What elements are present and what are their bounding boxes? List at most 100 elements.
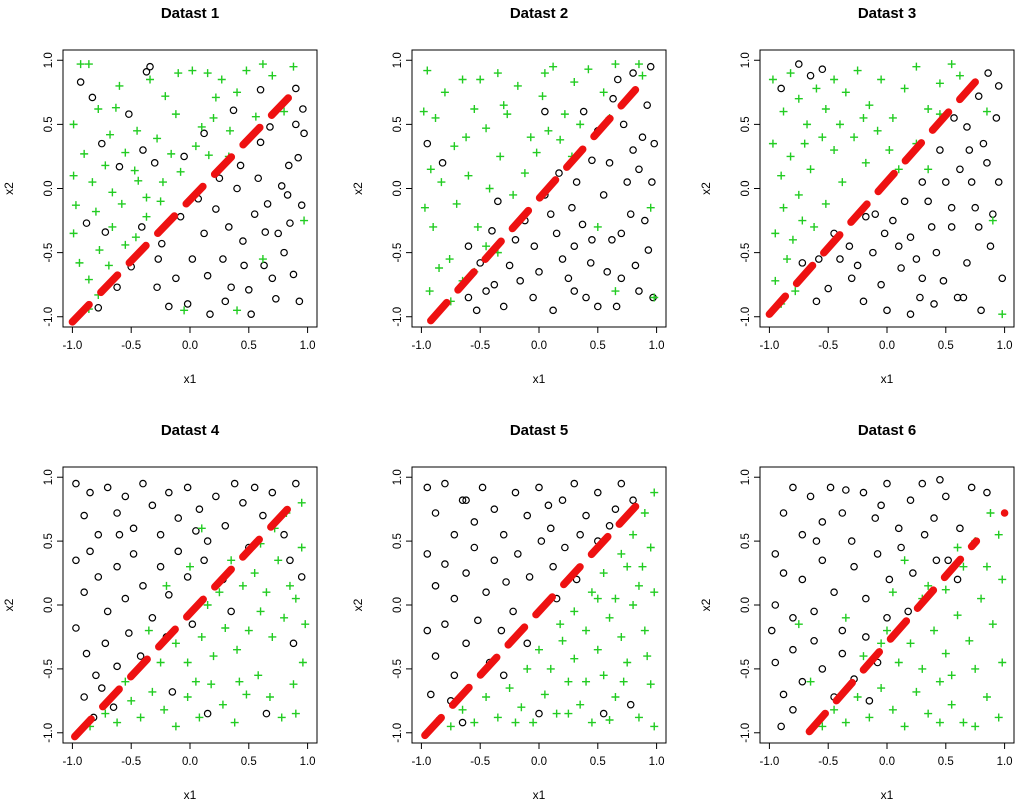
data-point-plus	[238, 581, 247, 590]
y-tick-label: 1.0	[392, 469, 404, 485]
data-point-circle	[101, 639, 110, 648]
data-point-plus	[136, 713, 145, 722]
data-point-circle	[998, 274, 1007, 283]
data-point-plus	[953, 543, 962, 552]
y-tick-label: -0.5	[43, 243, 55, 263]
data-point-plus	[877, 75, 886, 84]
data-point-circle	[650, 139, 659, 148]
data-point-plus	[599, 569, 608, 578]
data-point-plus	[113, 718, 122, 727]
data-point-circle	[511, 235, 520, 244]
data-point-circle	[256, 138, 265, 147]
data-point-circle	[612, 302, 621, 311]
data-point-plus	[552, 709, 561, 718]
y-tick-label: -1.0	[740, 723, 752, 743]
y-tick-label: -1.0	[43, 307, 55, 327]
data-point-plus	[445, 255, 454, 264]
data-point-plus	[570, 654, 579, 663]
data-point-circle	[125, 110, 133, 118]
data-point-circle	[853, 261, 862, 270]
data-point-plus	[108, 188, 117, 197]
data-point-plus	[203, 601, 212, 609]
data-point-circle	[221, 521, 230, 530]
x-tick-label: 0.5	[938, 756, 954, 768]
data-point-plus	[435, 264, 444, 273]
data-point-plus	[76, 60, 85, 69]
data-point-circle	[989, 210, 997, 218]
data-point-circle	[86, 488, 94, 497]
data-point-plus	[75, 258, 84, 267]
data-point-plus	[211, 93, 220, 102]
x-axis-label: x1	[184, 372, 197, 386]
data-point-plus	[171, 639, 180, 648]
data-point-plus	[244, 626, 253, 635]
plot-frame	[759, 466, 1015, 744]
x-axis-label: x1	[184, 788, 197, 802]
data-point-plus	[947, 700, 956, 709]
data-point-circle	[274, 229, 282, 238]
data-point-plus	[242, 690, 251, 699]
data-point-plus	[646, 680, 655, 689]
data-point-plus	[153, 134, 162, 143]
data-point-plus	[180, 306, 189, 315]
data-point-circle	[859, 488, 868, 497]
data-point-circle	[546, 524, 555, 533]
data-point-circle	[967, 178, 976, 186]
data-point-plus	[623, 658, 632, 667]
data-point-circle	[906, 496, 915, 505]
data-point-plus	[134, 176, 143, 185]
data-point-circle	[523, 511, 532, 520]
data-point-circle	[810, 636, 818, 645]
data-point-circle	[838, 509, 847, 517]
data-point-plus	[806, 165, 815, 174]
data-point-circle	[219, 255, 227, 263]
data-point-circle	[113, 662, 121, 671]
data-point-circle	[230, 479, 239, 488]
data-point-circle	[869, 248, 877, 257]
data-point-circle	[609, 94, 617, 103]
data-point-circle	[458, 496, 467, 505]
x-axis-label: x1	[533, 372, 546, 386]
data-point-circle	[617, 229, 626, 238]
data-point-circle	[72, 556, 80, 565]
data-point-plus	[955, 71, 964, 80]
data-point-circle	[789, 483, 797, 492]
data-point-circle	[482, 588, 490, 597]
data-point-circle	[268, 488, 277, 497]
data-point-circle	[195, 505, 204, 513]
data-point-plus	[859, 652, 868, 661]
data-point-circle	[643, 101, 651, 109]
data-point-plus	[203, 69, 212, 78]
x-tick-label: 0.5	[938, 340, 954, 352]
data-point-plus	[800, 139, 809, 148]
data-point-plus	[794, 94, 803, 103]
data-point-circle	[286, 219, 294, 227]
x-axis-label: x1	[533, 788, 546, 802]
data-point-circle	[464, 242, 473, 251]
data-point-plus	[830, 146, 839, 155]
data-point-plus	[176, 167, 185, 176]
y-tick-label: 0.0	[43, 181, 55, 197]
data-point-circle	[172, 274, 180, 283]
data-point-circle	[635, 165, 643, 174]
data-point-plus	[885, 146, 894, 155]
data-point-circle	[441, 479, 449, 488]
data-point-circle	[88, 93, 97, 102]
data-point-plus	[982, 693, 991, 701]
data-point-plus	[965, 636, 974, 645]
data-point-plus	[611, 693, 620, 701]
data-point-plus	[786, 69, 795, 78]
data-point-circle	[767, 626, 776, 635]
data-point-circle	[789, 645, 797, 654]
data-point-plus	[771, 276, 780, 285]
y-tick-label: -0.5	[392, 243, 404, 263]
data-point-plus	[130, 166, 139, 175]
data-point-plus	[91, 207, 100, 216]
data-point-circle	[423, 139, 432, 148]
data-point-plus	[546, 664, 555, 673]
data-point-circle	[115, 162, 124, 171]
data-point-circle	[549, 306, 557, 315]
y-tick-label: 0.5	[43, 116, 55, 132]
data-point-circle	[174, 514, 183, 522]
data-point-plus	[69, 229, 78, 238]
